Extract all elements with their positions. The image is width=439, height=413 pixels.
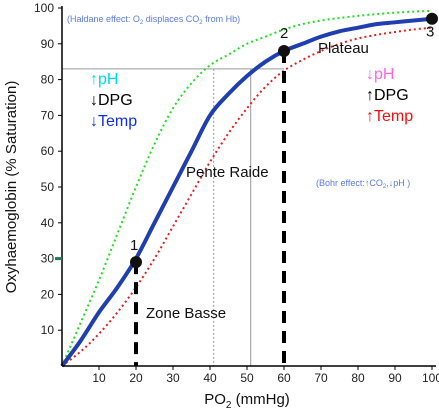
point-label-2: 2 — [280, 25, 288, 42]
data-point-3 — [426, 12, 438, 25]
data-point-2 — [278, 44, 290, 57]
plateau-label: Plateau — [318, 40, 369, 57]
series-left-shift-curve — [61, 9, 433, 367]
pente-raide-label: Pente Raide — [186, 164, 269, 181]
y-tick-label: 60 — [41, 144, 55, 158]
x-tick-label: 80 — [351, 371, 365, 385]
zone-basse-label: Zone Basse — [146, 305, 226, 322]
x-tick-label: 20 — [129, 371, 143, 385]
y-tick-label: 20 — [41, 287, 55, 301]
right-shift-factor-temp: ↑Temp — [366, 108, 413, 125]
y-tick-label: 50 — [41, 180, 55, 194]
y-tick-label: 80 — [41, 73, 55, 87]
left-shift-factor-dpg: ↓DPG — [90, 92, 133, 109]
y-axis-title: Oxyhaemoglobin (% Saturation) — [3, 81, 20, 294]
series-right-shift-curve — [61, 26, 433, 367]
x-tick-label: 90 — [388, 371, 402, 385]
x-tick-label: 60 — [277, 371, 291, 385]
series-normal-curve — [60, 16, 433, 368]
x-axis-title: PO2 (mmHg) — [204, 391, 290, 411]
data-point-1 — [130, 256, 142, 269]
haldane-effect-note: (Haldane effect: O2 displaces CO2 from H… — [67, 14, 240, 26]
point-label-3: 3 — [426, 24, 434, 41]
bohr-effect-note: (Bohr effect:↑CO2,↓pH ) — [316, 178, 410, 190]
x-tick-label: 70 — [314, 371, 328, 385]
x-tick-label: 10 — [92, 371, 106, 385]
y-tick-label: 90 — [41, 37, 55, 51]
left-shift-factor-temp: ↓Temp — [90, 113, 137, 130]
x-tick-label: 100 — [422, 371, 439, 385]
x-tick-label: 40 — [203, 371, 217, 385]
y-tick-label: 70 — [41, 108, 55, 122]
y-tick-label: 100 — [34, 1, 54, 15]
x-tick-label: 50 — [240, 371, 254, 385]
y-tick-label: 30 — [41, 252, 55, 266]
right-shift-factor-ph: ↓pH — [366, 66, 394, 83]
y-tick-label: 10 — [41, 323, 55, 337]
y-tick-label: 40 — [41, 216, 55, 230]
left-shift-factor-ph: ↑pH — [90, 71, 118, 88]
x-tick-label: 30 — [166, 371, 180, 385]
point-label-1: 1 — [130, 237, 138, 254]
right-shift-factor-dpg: ↑DPG — [366, 87, 409, 104]
